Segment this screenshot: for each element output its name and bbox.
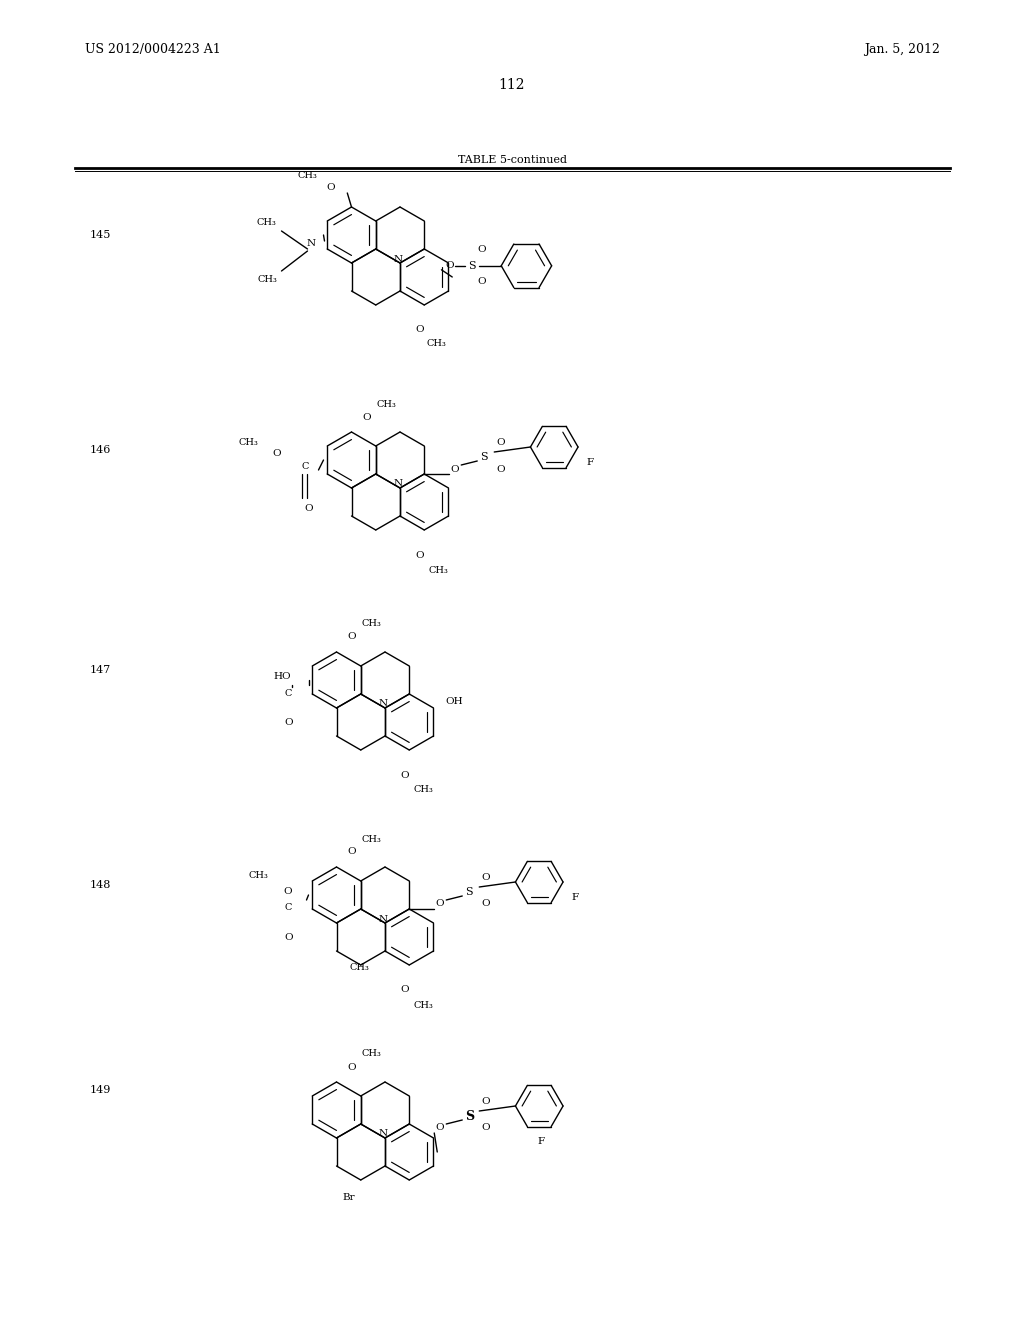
- Text: O: O: [347, 632, 355, 642]
- Text: Jan. 5, 2012: Jan. 5, 2012: [864, 44, 940, 57]
- Text: CH₃: CH₃: [428, 565, 449, 574]
- Text: 147: 147: [90, 665, 112, 675]
- Text: TABLE 5-continued: TABLE 5-continued: [458, 154, 566, 165]
- Text: O: O: [304, 503, 312, 512]
- Text: CH₃: CH₃: [414, 785, 433, 795]
- Text: 148: 148: [90, 880, 112, 890]
- Text: N: N: [394, 255, 402, 264]
- Text: O: O: [400, 986, 409, 994]
- Text: N: N: [379, 915, 388, 924]
- Text: O: O: [415, 325, 424, 334]
- Text: 146: 146: [90, 445, 112, 455]
- Text: CH₃: CH₃: [361, 619, 382, 628]
- Text: CH₃: CH₃: [258, 275, 278, 284]
- Text: O: O: [481, 1123, 489, 1133]
- Text: CH₃: CH₃: [426, 338, 446, 347]
- Text: O: O: [347, 1063, 355, 1072]
- Text: CH₃: CH₃: [377, 400, 396, 408]
- Text: O: O: [327, 183, 335, 193]
- Text: O: O: [497, 437, 505, 446]
- Text: O: O: [272, 450, 281, 458]
- Text: CH₃: CH₃: [249, 871, 268, 880]
- Text: O: O: [435, 1123, 443, 1133]
- Text: O: O: [283, 887, 292, 896]
- Text: S: S: [468, 261, 475, 271]
- Text: CH₃: CH₃: [361, 1049, 382, 1059]
- Text: 112: 112: [499, 78, 525, 92]
- Text: O: O: [347, 847, 355, 857]
- Text: O: O: [435, 899, 443, 908]
- Text: F: F: [571, 892, 579, 902]
- Text: O: O: [450, 465, 459, 474]
- Text: CH₃: CH₃: [361, 834, 382, 843]
- Text: OH: OH: [445, 697, 463, 706]
- Text: CH₃: CH₃: [414, 1001, 433, 1010]
- Text: 149: 149: [90, 1085, 112, 1096]
- Text: CH₃: CH₃: [297, 170, 317, 180]
- Text: Br: Br: [343, 1193, 355, 1203]
- Text: US 2012/0004223 A1: US 2012/0004223 A1: [85, 44, 221, 57]
- Text: F: F: [538, 1138, 545, 1146]
- Text: O: O: [497, 465, 505, 474]
- Text: F: F: [586, 458, 593, 466]
- Text: O: O: [445, 261, 454, 271]
- Text: C: C: [301, 462, 308, 470]
- Text: HO: HO: [273, 672, 292, 681]
- Text: S: S: [466, 887, 473, 898]
- Text: 145: 145: [90, 230, 112, 240]
- Text: S: S: [480, 451, 488, 462]
- Text: N: N: [307, 239, 316, 248]
- Text: O: O: [481, 873, 489, 882]
- Text: C: C: [285, 903, 292, 912]
- Text: CH₃: CH₃: [257, 218, 276, 227]
- Text: O: O: [400, 771, 409, 780]
- Text: O: O: [481, 899, 489, 908]
- Text: O: O: [362, 413, 371, 421]
- Text: O: O: [481, 1097, 489, 1105]
- Text: N: N: [379, 1130, 388, 1138]
- Text: N: N: [379, 700, 388, 709]
- Text: CH₃: CH₃: [349, 962, 370, 972]
- Text: O: O: [285, 718, 293, 727]
- Text: O: O: [477, 277, 486, 286]
- Text: CH₃: CH₃: [239, 437, 258, 446]
- Text: N: N: [394, 479, 402, 488]
- Text: S: S: [465, 1110, 474, 1122]
- Text: O: O: [285, 933, 293, 942]
- Text: O: O: [415, 550, 424, 560]
- Text: O: O: [477, 246, 486, 255]
- Text: C: C: [285, 689, 292, 697]
